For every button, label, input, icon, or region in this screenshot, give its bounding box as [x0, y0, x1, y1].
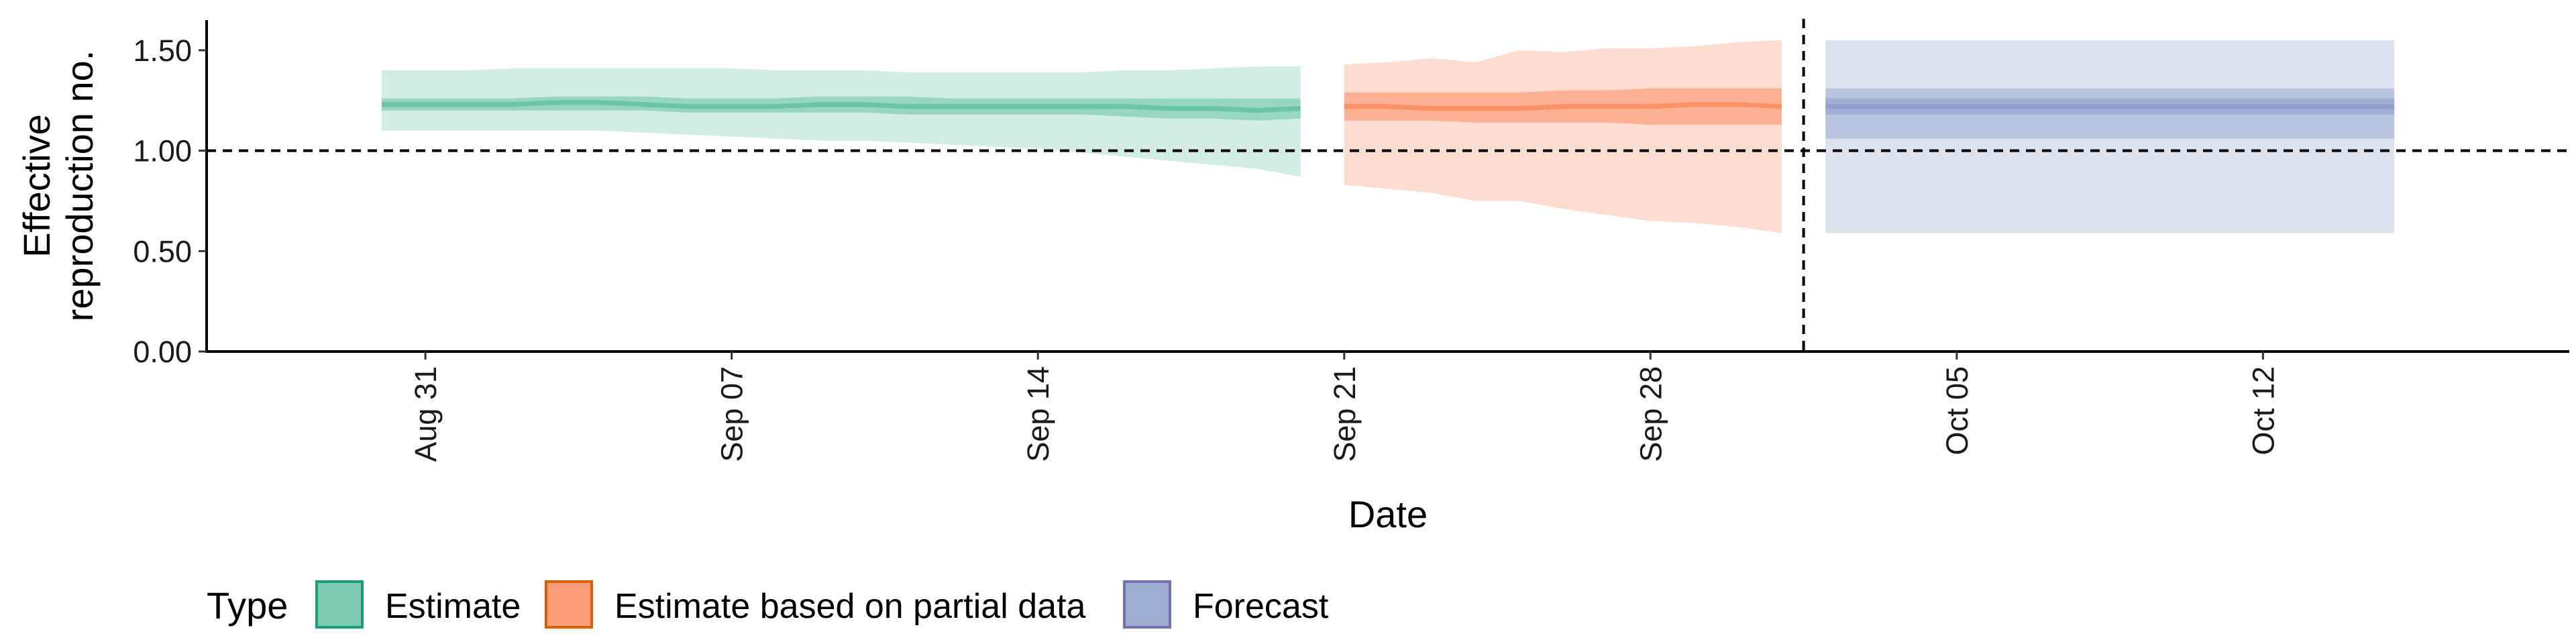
- legend-swatch-partial: [545, 580, 593, 629]
- x-axis-title: Date: [1348, 493, 1428, 535]
- legend-item-forecast: Forecast: [1123, 580, 1329, 629]
- interval-bands: [381, 40, 2395, 233]
- x-tick-label: Oct 05: [1940, 366, 1974, 455]
- y-tick-label: 0.50: [133, 234, 192, 268]
- estimate-series: [381, 66, 1301, 177]
- axes: 0.00 0.50 1.00 1.50 Aug 31 Sep 07 Sep 14 Sep 21…: [133, 20, 2569, 462]
- forecast-median: [1825, 104, 2395, 109]
- y-axis-title-line: Effective: [15, 114, 58, 258]
- y-tick-label: 0.00: [133, 335, 192, 369]
- partial-series: [1344, 40, 1782, 233]
- x-tick-label: Sep 07: [715, 366, 749, 462]
- legend-item-partial: Estimate based on partial data: [545, 580, 1086, 629]
- x-tick-label: Sep 21: [1328, 366, 1362, 462]
- reference-lines: [207, 19, 2569, 352]
- forecast-series: [1825, 40, 2395, 233]
- legend-label-partial: Estimate based on partial data: [614, 587, 1086, 626]
- x-tick-label: Oct 12: [2246, 366, 2280, 455]
- partial-median: [1344, 102, 1782, 111]
- y-tick-label: 1.00: [133, 134, 192, 168]
- legend-swatch-estimate: [315, 580, 364, 629]
- estimate-median: [381, 100, 1301, 113]
- legend: Type Estimate Estimate based on partial da…: [207, 580, 1329, 629]
- axis-labels: Date Effective reproduction no.: [15, 50, 1428, 535]
- estimate-band-90: [381, 66, 1301, 177]
- x-tick-label: Sep 28: [1633, 366, 1668, 462]
- partial-band-90: [1344, 40, 1782, 233]
- y-tick-label: 1.50: [133, 34, 192, 68]
- x-tick-label: Sep 14: [1021, 366, 1055, 462]
- forecast-band-90: [1825, 40, 2395, 233]
- legend-label-forecast: Forecast: [1193, 587, 1329, 626]
- legend-title: Type: [207, 584, 288, 627]
- y-axis-title-line: reproduction no.: [58, 50, 101, 322]
- legend-swatch-forecast: [1123, 580, 1171, 629]
- x-tick-label: Aug 31: [409, 366, 443, 462]
- legend-label-estimate: Estimate: [385, 587, 521, 626]
- legend-item-estimate: Estimate: [315, 580, 521, 629]
